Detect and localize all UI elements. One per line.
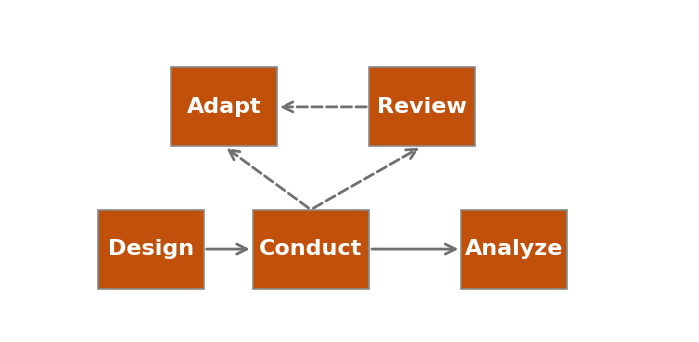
Text: Conduct: Conduct xyxy=(259,239,363,259)
FancyBboxPatch shape xyxy=(98,210,204,289)
FancyBboxPatch shape xyxy=(369,67,475,146)
Text: Adapt: Adapt xyxy=(187,97,261,117)
FancyBboxPatch shape xyxy=(252,210,369,289)
FancyBboxPatch shape xyxy=(171,67,277,146)
Text: Review: Review xyxy=(377,97,467,117)
Text: Analyze: Analyze xyxy=(465,239,563,259)
Text: Design: Design xyxy=(108,239,194,259)
FancyBboxPatch shape xyxy=(461,210,567,289)
